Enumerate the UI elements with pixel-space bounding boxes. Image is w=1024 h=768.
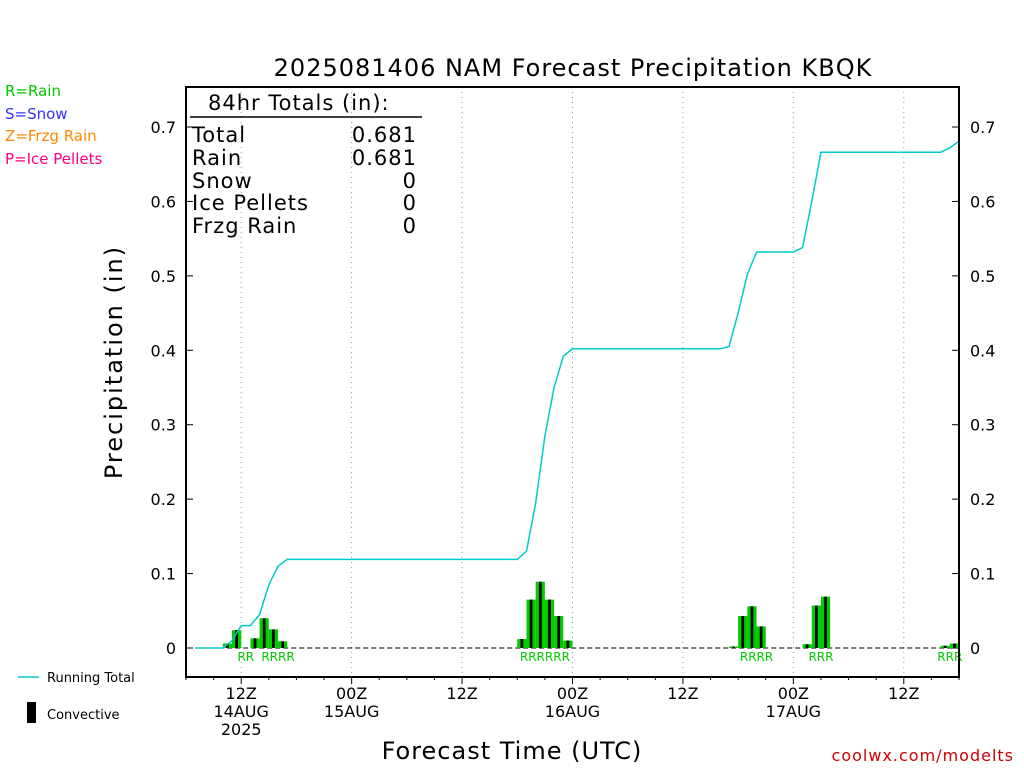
x-axis-label: Forecast Time (UTC) [382, 737, 643, 765]
ptype-label: RRR [808, 650, 833, 664]
totals-box: 84hr Totals (in): Total 0.681 Rain 0.681… [190, 91, 422, 238]
convective-bar [272, 629, 275, 648]
x-tick-label: 00Z [778, 684, 809, 703]
y-tick-label-right: 0.2 [970, 490, 995, 509]
convective-bar [520, 639, 524, 648]
totals-label-rain: Rain [192, 146, 242, 170]
x-tick-label: 00Z [557, 684, 588, 703]
ptype-label: RRRRRR [520, 650, 570, 664]
convective-bar [814, 605, 818, 648]
totals-value-rain: 0.681 [352, 146, 417, 170]
totals-value-total: 0.681 [352, 123, 417, 147]
y-tick-label-left: 0.6 [151, 192, 176, 211]
convective-bar [805, 644, 809, 648]
x-tick-label: 2025 [221, 720, 262, 739]
legend-convective-swatch [27, 702, 36, 723]
ptype-label: RRRR [261, 650, 294, 664]
convective-bar [750, 606, 754, 648]
y-tick-label-right: 0 [970, 639, 980, 658]
convective-bar [253, 638, 257, 648]
convective-bar [943, 645, 947, 648]
credit-text: coolwx.com/modelts [832, 746, 1014, 765]
y-axis-label: Precipitation (in) [100, 245, 128, 479]
x-tick-label: 15AUG [324, 702, 379, 721]
convective-bar [529, 599, 533, 648]
y-tick-label-left: 0.5 [151, 267, 176, 286]
convective-bar [741, 615, 745, 648]
totals-label-snow: Snow [192, 169, 253, 193]
legend-freezing-rain: Z=Frzg Rain [5, 127, 97, 145]
ptype-label: RRR [937, 650, 962, 664]
y-tick-label-left: 0.4 [151, 341, 176, 360]
legend-snow: S=Snow [5, 105, 68, 123]
x-tick-label: 12Z [446, 684, 477, 703]
convective-bar [566, 640, 570, 648]
totals-label-total: Total [191, 123, 246, 147]
chart-title: 2025081406 NAM Forecast Precipitation KB… [274, 54, 873, 82]
legend-convective-label: Convective [47, 708, 120, 723]
y-tick-label-right: 0.1 [970, 565, 995, 584]
ptype-label: RRRR [740, 650, 773, 664]
totals-label-frzg-rain: Frzg Rain [192, 214, 297, 238]
y-tick-label-right: 0.6 [970, 192, 995, 211]
totals-value-snow: 0 [403, 169, 417, 193]
convective-bar [281, 641, 285, 648]
y-tick-label-right: 0.3 [970, 416, 995, 435]
y-tick-label-left: 0.7 [151, 118, 176, 137]
legend-running-total-label: Running Total [47, 671, 135, 686]
convective-bar [732, 646, 735, 648]
y-tick-label-left: 0.2 [151, 490, 176, 509]
convective-bar [262, 618, 266, 648]
y-tick-label-right: 0.4 [970, 341, 995, 360]
legend-ice-pellets: P=Ice Pellets [5, 150, 102, 168]
y-tick-label-right: 0.7 [970, 118, 995, 137]
ptype-label: RR [237, 650, 254, 664]
y-tick-label-left: 0 [166, 639, 176, 658]
legend-rain: R=Rain [5, 82, 61, 100]
x-tick-label: 12Z [226, 684, 257, 703]
convective-bar [557, 615, 561, 648]
totals-heading: 84hr Totals (in): [208, 91, 390, 115]
convective-bar [953, 643, 956, 648]
convective-bar [226, 643, 229, 648]
totals-label-ice-pellets: Ice Pellets [192, 191, 309, 215]
convective-bar [759, 626, 763, 648]
x-tick-label: 17AUG [766, 702, 821, 721]
totals-value-ice-pellets: 0 [403, 191, 417, 215]
convective-bar [824, 596, 827, 648]
convective-bar [548, 599, 551, 648]
plot-frame [185, 86, 960, 678]
y-tick-label-right: 0.5 [970, 267, 995, 286]
convective-bar [235, 630, 238, 648]
totals-value-frzg-rain: 0 [403, 214, 417, 238]
running-total-line [195, 140, 960, 649]
convective-bar [538, 581, 542, 648]
x-tick-label: 00Z [336, 684, 367, 703]
y-tick-label-left: 0.3 [151, 416, 176, 435]
x-tick-label: 16AUG [545, 702, 600, 721]
x-tick-label: 12Z [667, 684, 698, 703]
x-tick-label: 14AUG [214, 702, 269, 721]
x-tick-label: 12Z [888, 684, 919, 703]
y-tick-label-left: 0.1 [151, 565, 176, 584]
